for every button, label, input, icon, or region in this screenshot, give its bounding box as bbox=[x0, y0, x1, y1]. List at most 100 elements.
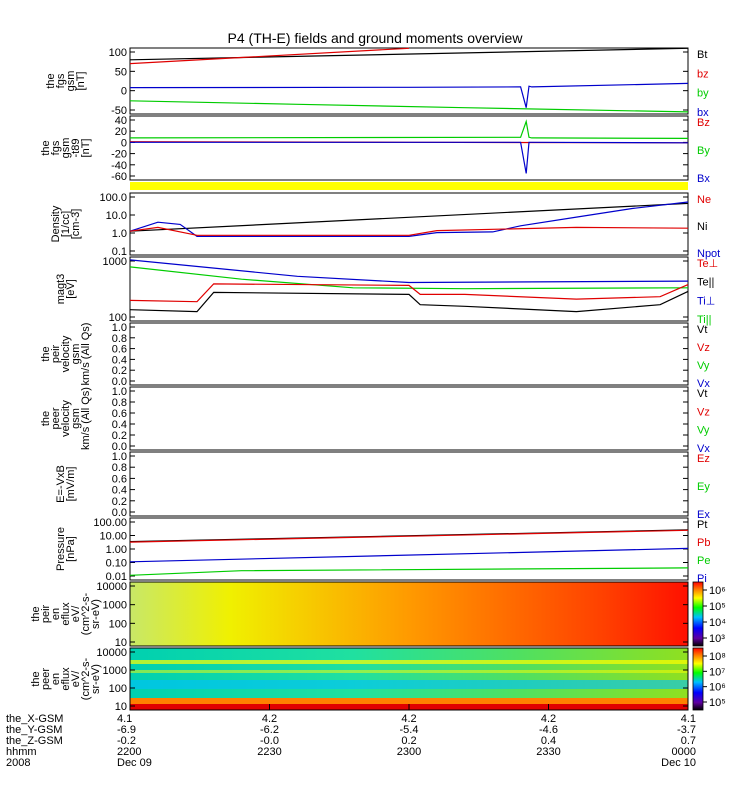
series-line-Bx bbox=[130, 141, 689, 174]
y-axis-label: [mV/m] bbox=[65, 467, 77, 502]
y-tick-label: 1000 bbox=[103, 256, 127, 268]
y-tick-label: 1.0 bbox=[112, 228, 127, 240]
footer-value: -0.2 bbox=[117, 735, 136, 747]
legend-Npot: Npot bbox=[697, 248, 720, 260]
y-tick-label: 0.0 bbox=[112, 376, 127, 388]
y-axis-label: en bbox=[50, 608, 62, 620]
footer-value: -4.6 bbox=[539, 724, 558, 736]
y-axis-label: E=-VxB bbox=[55, 465, 67, 503]
colorbar-tick-label: 10⁵ bbox=[709, 697, 726, 709]
footer-value: 2200 bbox=[117, 746, 141, 758]
footer-value: 4.2 bbox=[541, 713, 556, 725]
panel-frame bbox=[129, 47, 689, 115]
legend-Ne: Ne bbox=[697, 194, 711, 206]
y-axis-label: the bbox=[45, 73, 57, 88]
y-tick-label: 1.0 bbox=[112, 451, 127, 463]
footer-value: 0.4 bbox=[541, 735, 556, 747]
legend-Ti⊥: Ti⊥ bbox=[697, 295, 715, 307]
panel-temperature: magt3[eV] 1000 100 Te⊥ Te|| Ti⊥ Ti|| bbox=[55, 256, 718, 326]
y-tick-label: 1.00 bbox=[106, 544, 127, 556]
footer-row-label: hhmm bbox=[6, 746, 37, 758]
series-line-Ti|| bbox=[129, 266, 689, 290]
legend-Ti||: Ti|| bbox=[697, 314, 711, 326]
y-axis-label: peir bbox=[40, 604, 52, 623]
y-axis-label: eflux bbox=[60, 602, 72, 626]
legend-Pt: Pt bbox=[697, 519, 707, 531]
legend-Bx: Bx bbox=[697, 173, 710, 185]
footer-value: -5.4 bbox=[400, 724, 419, 736]
series-line-Pb bbox=[129, 529, 689, 543]
y-tick-label: 10000 bbox=[96, 581, 127, 593]
y-axis-label: velocity bbox=[60, 400, 72, 437]
series-line-Te|| bbox=[129, 290, 689, 313]
y-tick-label: 0.4 bbox=[112, 485, 127, 497]
series-line-Ni bbox=[129, 202, 689, 232]
y-axis-label: magt3 bbox=[55, 274, 67, 305]
y-tick-label: 20 bbox=[115, 126, 127, 138]
y-axis-label: peer bbox=[50, 407, 62, 429]
legend-Vy: Vy bbox=[697, 425, 710, 437]
panel-pressure: Pressure[nPa] 100.00 10.001.00 0.100.01 Pt Pb… bbox=[55, 517, 711, 585]
y-axis-label: sr-eV) bbox=[90, 664, 102, 694]
y-tick-label: 10.0 bbox=[106, 210, 127, 222]
y-tick-label: 0.6 bbox=[112, 408, 127, 420]
legend-Pi: Pi bbox=[697, 573, 707, 585]
y-tick-label: 1.0 bbox=[112, 386, 127, 398]
y-axis-label: the bbox=[30, 671, 42, 686]
panel-efield: E=-VxB[mV/m] 1.00.80.60.40.20.0 Ez Ey Ex bbox=[55, 451, 710, 521]
legend-By: By bbox=[697, 145, 710, 157]
footer-value: 4.1 bbox=[117, 713, 132, 725]
y-axis-label: [nPa] bbox=[65, 536, 77, 562]
panel-frame bbox=[129, 451, 689, 517]
y-axis-label: -t89 bbox=[70, 139, 82, 158]
y-axis-label: the bbox=[40, 140, 52, 155]
legend-Pe: Pe bbox=[697, 555, 710, 567]
series-line-by bbox=[129, 100, 689, 113]
colorbar bbox=[692, 647, 704, 711]
y-tick-label: 50 bbox=[115, 66, 127, 78]
y-tick-label: 0 bbox=[121, 86, 127, 98]
y-axis-label: Density bbox=[50, 205, 62, 242]
footer-value: 2300 bbox=[397, 746, 421, 758]
y-tick-label: -20 bbox=[111, 149, 127, 161]
legend-Ex: Ex bbox=[697, 509, 710, 521]
y-axis-label: [nT] bbox=[75, 72, 87, 91]
y-axis-label: fgs bbox=[55, 73, 67, 88]
legend-Te||: Te|| bbox=[697, 277, 714, 289]
legend-Ey: Ey bbox=[697, 481, 710, 493]
y-tick-label: 100 bbox=[109, 312, 127, 324]
footer-row-label: the_Z-GSM bbox=[6, 735, 63, 747]
footer-value: 0.2 bbox=[401, 735, 416, 747]
y-tick-label: 0.8 bbox=[112, 333, 127, 345]
legend-Te⊥: Te⊥ bbox=[697, 258, 718, 270]
footer-row-label: the_X-GSM bbox=[6, 713, 63, 725]
legend-by: by bbox=[697, 88, 709, 100]
footer-value: Dec 09 bbox=[117, 757, 152, 769]
y-axis-label: the bbox=[40, 411, 52, 426]
legend-Vt: Vt bbox=[697, 388, 707, 400]
y-tick-label: 0.0 bbox=[112, 507, 127, 519]
heatmap-band bbox=[130, 660, 688, 664]
panel-frame bbox=[129, 581, 689, 647]
footer-value: -6.2 bbox=[260, 724, 279, 736]
y-tick-label: 40 bbox=[115, 115, 127, 127]
heatmap-band bbox=[130, 680, 688, 689]
footer-value: -0.0 bbox=[260, 735, 279, 747]
footer-value: 2230 bbox=[257, 746, 281, 758]
panel-frame bbox=[129, 517, 689, 581]
y-axis-label: peer bbox=[40, 668, 52, 690]
footer-row-label: 2008 bbox=[6, 757, 30, 769]
heatmap-band bbox=[130, 698, 688, 704]
y-axis-label: km/s (All Qs) bbox=[80, 387, 92, 450]
y-tick-label: 10 bbox=[115, 637, 127, 649]
series-line-bx bbox=[129, 82, 689, 108]
colorbar-tick-label: 10⁷ bbox=[709, 666, 725, 678]
y-axis-label: [cm-3] bbox=[70, 209, 82, 240]
colorbar-tick-label: 10⁶ bbox=[709, 585, 726, 597]
y-tick-label: 100 bbox=[109, 47, 127, 59]
y-tick-label: 1000 bbox=[103, 665, 127, 677]
panel-frame bbox=[129, 256, 689, 322]
legend-bx: bx bbox=[697, 107, 709, 119]
y-tick-label: 1.0 bbox=[112, 322, 127, 334]
